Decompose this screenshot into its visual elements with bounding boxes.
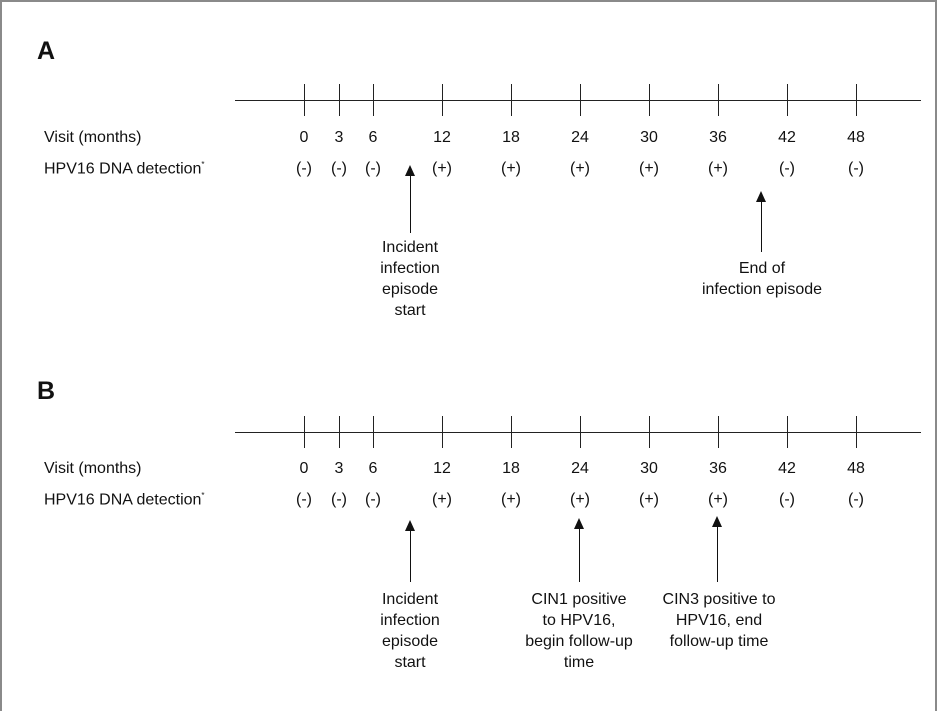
visit-month: 24 bbox=[571, 460, 589, 477]
detection-result: (-) bbox=[848, 491, 864, 508]
detection-result: (-) bbox=[365, 491, 381, 508]
detection-result: (-) bbox=[779, 160, 795, 177]
panel-a: A Visit (months) HPV16 DNA detection* 0 3… bbox=[37, 37, 921, 319]
visit-month: 42 bbox=[778, 129, 796, 146]
visit-month: 12 bbox=[433, 460, 451, 477]
detection-row-label: HPV16 DNA detection* bbox=[44, 160, 205, 178]
axis-tick bbox=[718, 84, 719, 116]
arrow-up-icon bbox=[711, 516, 723, 582]
axis-tick bbox=[580, 84, 581, 116]
detection-result: (-) bbox=[365, 160, 381, 177]
axis-tick bbox=[511, 416, 512, 448]
detection-result: (+) bbox=[432, 160, 452, 177]
detection-result: (+) bbox=[639, 491, 659, 508]
axis-tick bbox=[580, 416, 581, 448]
visit-month: 24 bbox=[571, 129, 589, 146]
axis-tick bbox=[373, 416, 374, 448]
detection-result: (-) bbox=[331, 160, 347, 177]
axis-tick bbox=[373, 84, 374, 116]
detection-result: (+) bbox=[501, 160, 521, 177]
timeline-axis bbox=[235, 432, 921, 433]
annotation-episode-start: Incident infection episode start bbox=[380, 239, 440, 319]
arrow-up-icon bbox=[404, 165, 416, 233]
visit-row-label: Visit (months) bbox=[44, 129, 142, 146]
detection-result: (+) bbox=[708, 491, 728, 508]
visit-month: 36 bbox=[709, 129, 727, 146]
panel-letter: A bbox=[37, 37, 56, 65]
axis-tick bbox=[856, 84, 857, 116]
visit-month: 6 bbox=[368, 460, 378, 477]
detection-result: (-) bbox=[848, 160, 864, 177]
arrow-up-icon bbox=[573, 518, 585, 582]
visit-month: 18 bbox=[502, 460, 520, 477]
axis-tick bbox=[787, 84, 788, 116]
axis-tick bbox=[304, 84, 305, 116]
axis-tick bbox=[339, 84, 340, 116]
detection-result: (+) bbox=[570, 160, 590, 177]
annotation-cin3: CIN3 positive to HPV16, end follow-up ti… bbox=[662, 591, 776, 650]
axis-tick bbox=[304, 416, 305, 448]
detection-result: (+) bbox=[708, 160, 728, 177]
visit-month: 48 bbox=[847, 460, 865, 477]
visit-month: 42 bbox=[778, 460, 796, 477]
axis-tick bbox=[511, 84, 512, 116]
timeline-axis bbox=[235, 100, 921, 101]
visit-month: 3 bbox=[334, 129, 344, 146]
detection-result: (+) bbox=[432, 491, 452, 508]
axis-tick bbox=[787, 416, 788, 448]
axis-tick bbox=[856, 416, 857, 448]
detection-row-label: HPV16 DNA detection* bbox=[44, 491, 205, 509]
annotation-cin1: CIN1 positive to HPV16, begin follow-up … bbox=[525, 591, 633, 671]
axis-tick bbox=[442, 416, 443, 448]
visit-month: 0 bbox=[299, 460, 309, 477]
detection-result: (+) bbox=[570, 491, 590, 508]
annotation-episode-start: Incident infection episode start bbox=[380, 591, 440, 671]
panel-letter: B bbox=[37, 377, 56, 405]
visit-row-label: Visit (months) bbox=[44, 460, 142, 477]
detection-result: (+) bbox=[639, 160, 659, 177]
visit-month: 36 bbox=[709, 460, 727, 477]
axis-tick bbox=[649, 84, 650, 116]
visit-month: 30 bbox=[640, 460, 658, 477]
visit-month: 3 bbox=[334, 460, 344, 477]
detection-result: (+) bbox=[501, 491, 521, 508]
footnote-mark: * bbox=[201, 491, 205, 500]
detection-label-text: HPV16 DNA detection bbox=[44, 491, 202, 509]
arrow-up-icon bbox=[404, 520, 416, 582]
annotation-episode-end: End of infection episode bbox=[701, 260, 823, 298]
visit-month: 0 bbox=[299, 129, 309, 146]
visit-month: 30 bbox=[640, 129, 658, 146]
detection-label-text: HPV16 DNA detection bbox=[44, 160, 202, 178]
axis-tick bbox=[442, 84, 443, 116]
axis-tick bbox=[339, 416, 340, 448]
detection-result: (-) bbox=[331, 491, 347, 508]
axis-tick bbox=[718, 416, 719, 448]
visit-month: 6 bbox=[368, 129, 378, 146]
detection-result: (-) bbox=[296, 160, 312, 177]
visit-month: 12 bbox=[433, 129, 451, 146]
visit-month: 48 bbox=[847, 129, 865, 146]
detection-result: (-) bbox=[779, 491, 795, 508]
detection-result: (-) bbox=[296, 491, 312, 508]
footnote-mark: * bbox=[201, 160, 205, 169]
visit-month: 18 bbox=[502, 129, 520, 146]
axis-tick bbox=[649, 416, 650, 448]
arrow-up-icon bbox=[755, 191, 767, 252]
panel-b: B Visit (months) HPV16 DNA detection* 0 3… bbox=[0, 360, 940, 711]
